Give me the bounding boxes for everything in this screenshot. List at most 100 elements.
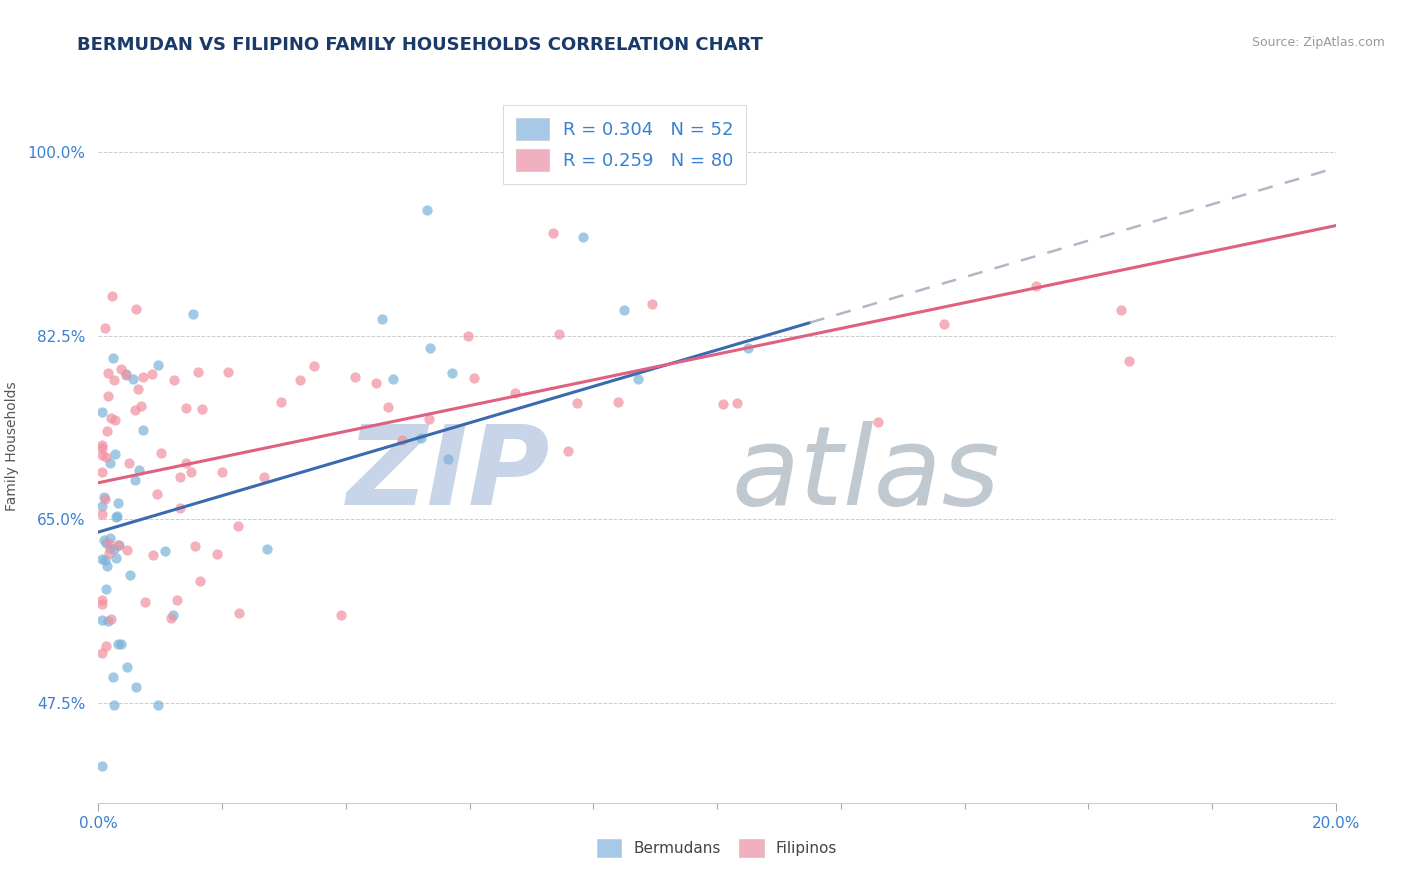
Text: BERMUDAN VS FILIPINO FAMILY HOUSEHOLDS CORRELATION CHART: BERMUDAN VS FILIPINO FAMILY HOUSEHOLDS C…	[77, 36, 763, 54]
Point	[146, 359, 169, 373]
Point	[96, 536, 118, 550]
Point	[131, 370, 153, 384]
Point	[104, 550, 127, 565]
Point	[93, 490, 115, 504]
Point	[162, 607, 184, 622]
Point	[120, 568, 142, 582]
Point	[370, 312, 392, 326]
Point	[110, 362, 132, 376]
Point	[567, 396, 589, 410]
Point	[411, 431, 433, 445]
Point	[104, 413, 127, 427]
Point	[96, 389, 118, 403]
Point	[115, 660, 138, 674]
Point	[115, 368, 138, 383]
Point	[866, 415, 889, 429]
Point	[97, 536, 120, 550]
Point	[104, 447, 127, 461]
Point	[98, 531, 121, 545]
Point	[118, 456, 141, 470]
Point	[419, 341, 441, 355]
Legend: Bermudans, Filipinos: Bermudans, Filipinos	[591, 833, 844, 863]
Y-axis label: Family Households: Family Households	[4, 381, 18, 511]
Point	[107, 496, 129, 510]
Point	[100, 410, 122, 425]
Point	[114, 367, 136, 381]
Point	[110, 637, 132, 651]
Point	[96, 424, 118, 438]
Point	[572, 230, 595, 244]
Point	[91, 552, 114, 566]
Point	[366, 376, 388, 390]
Point	[94, 491, 117, 506]
Point	[1109, 302, 1132, 317]
Point	[90, 438, 112, 452]
Point	[640, 296, 662, 310]
Point	[228, 607, 250, 621]
Point	[304, 359, 326, 373]
Point	[1025, 278, 1047, 293]
Point	[226, 518, 249, 533]
Point	[128, 463, 150, 477]
Point	[105, 508, 128, 523]
Point	[129, 399, 152, 413]
Point	[94, 553, 117, 567]
Point	[176, 401, 198, 415]
Text: atlas: atlas	[731, 421, 1000, 528]
Point	[180, 465, 202, 479]
Point	[932, 318, 955, 332]
Point	[90, 593, 112, 607]
Point	[90, 441, 112, 455]
Point	[90, 613, 112, 627]
Point	[101, 670, 124, 684]
Point	[90, 405, 112, 419]
Point	[725, 396, 748, 410]
Point	[607, 394, 630, 409]
Point	[101, 289, 124, 303]
Point	[290, 373, 312, 387]
Point	[343, 369, 366, 384]
Point	[124, 402, 146, 417]
Point	[94, 450, 117, 464]
Point	[1118, 354, 1140, 368]
Point	[191, 402, 214, 417]
Point	[103, 373, 125, 387]
Point	[211, 466, 233, 480]
Point	[125, 681, 148, 695]
Point	[103, 541, 125, 556]
Point	[90, 499, 112, 513]
Point	[557, 444, 579, 458]
Point	[90, 465, 112, 479]
Point	[96, 559, 118, 574]
Point	[436, 452, 458, 467]
Point	[141, 549, 163, 563]
Point	[391, 433, 413, 447]
Point	[103, 351, 125, 366]
Point	[108, 538, 131, 552]
Point	[377, 400, 399, 414]
Point	[627, 372, 650, 386]
Point	[93, 533, 115, 548]
Point	[100, 612, 122, 626]
Point	[90, 597, 112, 611]
Point	[103, 698, 125, 712]
Point	[104, 509, 127, 524]
Point	[96, 582, 118, 596]
Text: ZIP: ZIP	[346, 421, 550, 528]
Point	[217, 365, 239, 379]
Point	[169, 470, 191, 484]
Point	[160, 610, 183, 624]
Point	[183, 539, 205, 553]
Point	[382, 371, 405, 385]
Point	[107, 637, 129, 651]
Point	[107, 538, 129, 552]
Point	[132, 423, 155, 437]
Point	[463, 371, 485, 385]
Point	[127, 382, 149, 396]
Point	[153, 543, 176, 558]
Point	[98, 541, 121, 555]
Point	[90, 646, 112, 660]
Point	[737, 342, 759, 356]
Point	[256, 542, 278, 557]
Point	[97, 615, 120, 629]
